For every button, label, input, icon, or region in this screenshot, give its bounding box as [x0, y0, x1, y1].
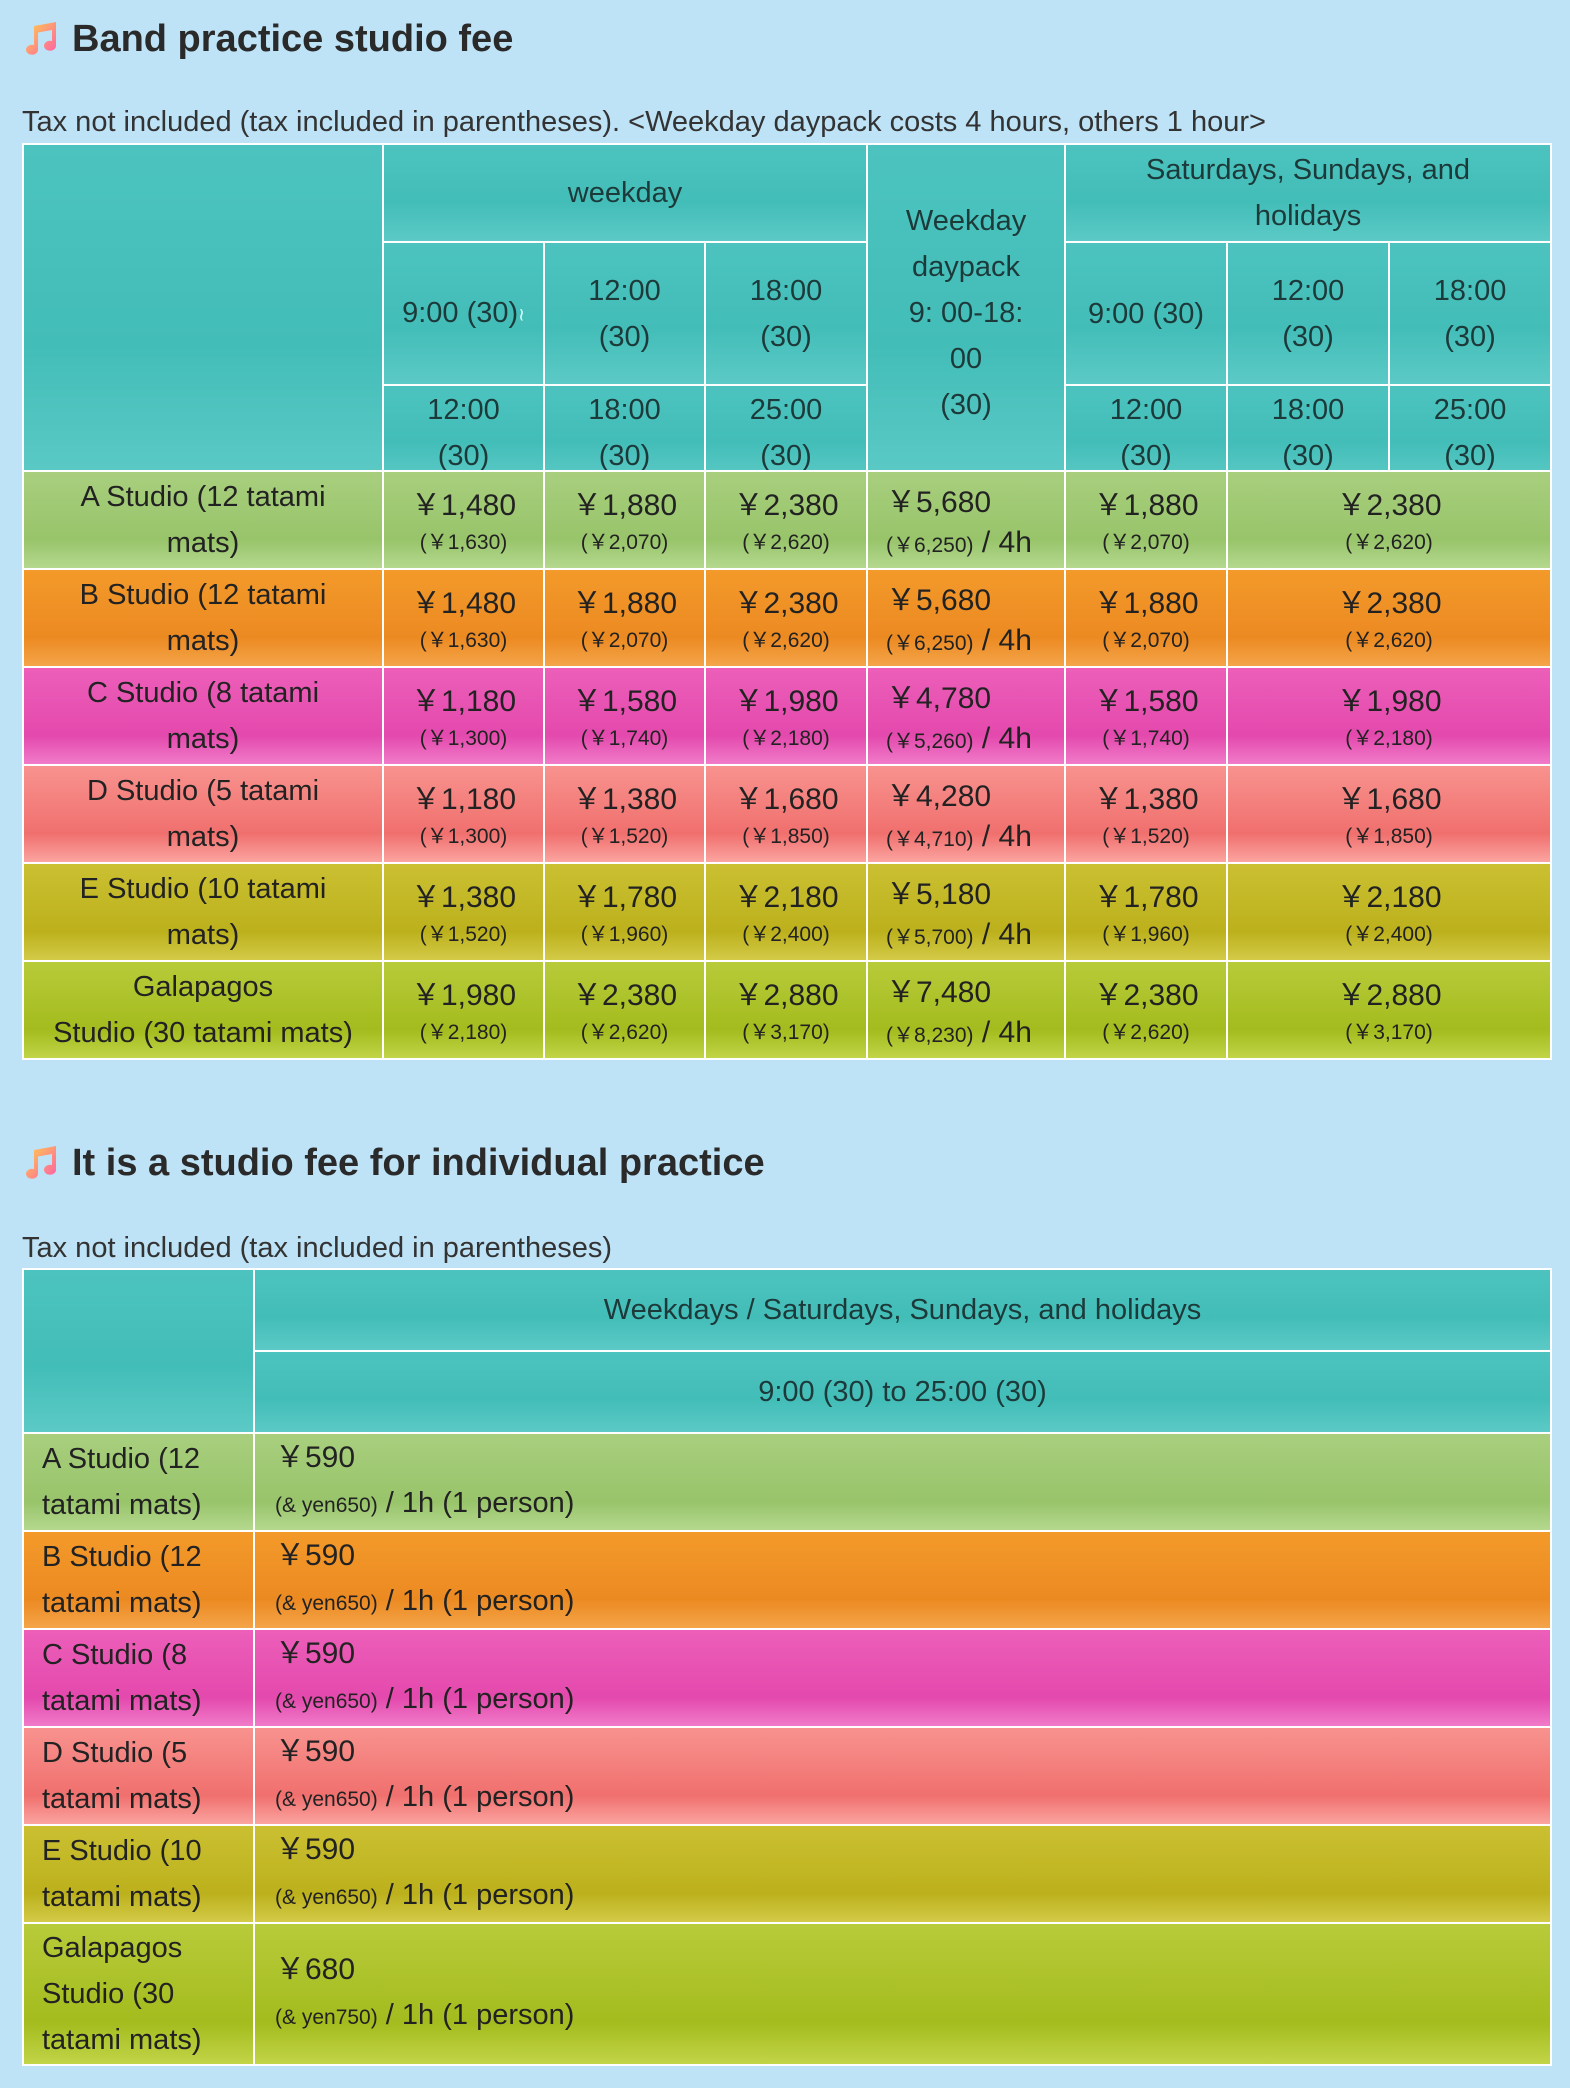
price-weekend-slot23: ￥2,380 (￥2,620)	[1226, 470, 1552, 570]
studio-name: Galapagos Studio (30 tatami mats)	[22, 1922, 255, 2066]
price-weekday-slot1: ￥1,480 (￥1,630)	[382, 568, 545, 668]
individual-header-empty	[22, 1268, 255, 1434]
header-weekday: weekday	[381, 143, 869, 243]
individual-price: ￥590 (& yen650) / 1h (1 person)	[253, 1726, 1552, 1826]
price-weekend-slot23: ￥1,680 (￥1,850)	[1226, 764, 1552, 864]
header-weekend-slot1: 9:00 (30)	[1064, 241, 1229, 386]
header-empty-cell	[22, 143, 384, 482]
studio-name: D Studio (5 tatami mats)	[22, 764, 384, 864]
studio-name: C Studio (8 tatami mats)	[22, 666, 384, 766]
individual-price: ￥590 (& yen650) / 1h (1 person)	[253, 1530, 1552, 1630]
individual-caption: Tax not included (tax included in parent…	[22, 1232, 613, 1264]
studio-name: B Studio (12 tatami mats)	[22, 568, 384, 668]
band-caption: Tax not included (tax included in parent…	[22, 106, 1266, 138]
price-weekday-slot1: ￥1,380 (￥1,520)	[382, 862, 545, 962]
individual-price: ￥590 (& yen650) / 1h (1 person)	[253, 1432, 1552, 1532]
price-weekday-slot1: ￥1,980 (￥2,180)	[382, 960, 545, 1060]
individual-price: ￥590 (& yen650) / 1h (1 person)	[253, 1628, 1552, 1728]
individual-price: ￥680 (& yen750) / 1h (1 person)	[253, 1922, 1552, 2066]
individual-price: ￥590 (& yen650) / 1h (1 person)	[253, 1824, 1552, 1924]
price-weekday-slot2: ￥1,780 (￥1,960)	[543, 862, 706, 962]
price-weekday-slot3: ￥1,680 (￥1,850)	[704, 764, 868, 864]
band-section-title: Band practice studio fee	[22, 18, 513, 61]
studio-name: E Studio (10 tatami mats)	[22, 862, 384, 962]
studio-name: B Studio (12 tatami mats)	[22, 1530, 255, 1630]
price-weekday-slot2: ￥2,380 (￥2,620)	[543, 960, 706, 1060]
price-weekday-slot3: ￥2,380 (￥2,620)	[704, 470, 868, 570]
price-weekday-slot1: ￥1,180 (￥1,300)	[382, 764, 545, 864]
price-weekend-slot1: ￥1,780 (￥1,960)	[1064, 862, 1228, 962]
header-weekday-slot3: 18:00 (30)	[703, 241, 869, 386]
band-fee-table: weekday Weekday daypack 9: 00-18: 00 (30…	[22, 143, 1553, 482]
individual-fee-table: Weekdays / Saturdays, Sundays, and holid…	[22, 1268, 1552, 2066]
price-daypack: ￥5,180 (￥5,700) / 4h	[866, 862, 1066, 962]
individual-row-a: A Studio (12 tatami mats) ￥590 (& yen650)…	[22, 1432, 1552, 1532]
price-daypack: ￥4,280 (￥4,710) / 4h	[866, 764, 1066, 864]
price-weekday-slot2: ￥1,880 (￥2,070)	[543, 470, 706, 570]
individual-row-c: C Studio (8 tatami mats) ￥590 (& yen650) …	[22, 1628, 1552, 1728]
price-weekday-slot3: ￥2,880 (￥3,170)	[704, 960, 868, 1060]
studio-name: Galapagos Studio (30 tatami mats)	[22, 960, 384, 1060]
studio-name: A Studio (12 tatami mats)	[22, 470, 384, 570]
price-weekend-slot1: ￥1,880 (￥2,070)	[1064, 470, 1228, 570]
header-weekend-slot2: 12:00 (30)	[1226, 241, 1391, 386]
header-weekday-slot1-end: 12:00 (30)	[382, 384, 545, 482]
individual-row-d: D Studio (5 tatami mats) ￥590 (& yen650) …	[22, 1726, 1552, 1826]
band-row-c: C Studio (8 tatami mats) ￥1,180 (￥1,300)…	[22, 666, 1552, 766]
individual-row-b: B Studio (12 tatami mats) ￥590 (& yen650)…	[22, 1530, 1552, 1630]
individual-row-galapagos: Galapagos Studio (30 tatami mats) ￥680 (& …	[22, 1922, 1552, 2066]
music-note-icon	[26, 21, 56, 55]
price-weekend-slot1: ￥1,380 (￥1,520)	[1064, 764, 1228, 864]
individual-section-title: It is a studio fee for individual practi…	[22, 1142, 765, 1185]
band-row-d: D Studio (5 tatami mats) ￥1,180 (￥1,300)…	[22, 764, 1552, 864]
header-weekday-slot2-end: 18:00 (30)	[543, 384, 706, 482]
price-weekend-slot23: ￥2,880 (￥3,170)	[1226, 960, 1552, 1060]
price-weekday-slot3: ￥2,380 (￥2,620)	[704, 568, 868, 668]
header-weekend-slot1-end: 12:00 (30)	[1064, 384, 1229, 482]
header-weekend-slot3-end: 25:00 (30)	[1388, 384, 1553, 482]
band-row-b: B Studio (12 tatami mats) ￥1,480 (￥1,630…	[22, 568, 1552, 668]
band-row-e: E Studio (10 tatami mats) ￥1,380 (￥1,520…	[22, 862, 1552, 962]
studio-name: E Studio (10 tatami mats)	[22, 1824, 255, 1924]
price-weekend-slot23: ￥1,980 (￥2,180)	[1226, 666, 1552, 766]
band-fee-body: A Studio (12 tatami mats) ￥1,480 (￥1,630…	[22, 470, 1552, 1060]
header-daypack: Weekday daypack 9: 00-18: 00 (30)	[866, 143, 1067, 482]
price-daypack: ￥4,780 (￥5,260) / 4h	[866, 666, 1066, 766]
header-weekend-slot3: 18:00 (30)	[1388, 241, 1553, 386]
price-weekend-slot1: ￥2,380 (￥2,620)	[1064, 960, 1228, 1060]
individual-row-e: E Studio (10 tatami mats) ￥590 (& yen650)…	[22, 1824, 1552, 1924]
price-daypack: ￥7,480 (￥8,230) / 4h	[866, 960, 1066, 1060]
header-weekend: Saturdays, Sundays, and holidays	[1064, 143, 1553, 243]
header-weekday-slot3-end: 25:00 (30)	[703, 384, 869, 482]
individual-header-hours: 9:00 (30) to 25:00 (30)	[253, 1350, 1552, 1434]
header-weekday-slot1: 9:00 (30)≀	[382, 241, 545, 386]
studio-name: A Studio (12 tatami mats)	[22, 1432, 255, 1532]
price-weekday-slot3: ￥1,980 (￥2,180)	[704, 666, 868, 766]
band-row-a: A Studio (12 tatami mats) ￥1,480 (￥1,630…	[22, 470, 1552, 570]
header-weekend-slot2-end: 18:00 (30)	[1226, 384, 1391, 482]
price-weekday-slot1: ￥1,180 (￥1,300)	[382, 666, 545, 766]
price-weekend-slot1: ￥1,880 (￥2,070)	[1064, 568, 1228, 668]
price-weekday-slot1: ￥1,480 (￥1,630)	[382, 470, 545, 570]
price-weekend-slot23: ￥2,380 (￥2,620)	[1226, 568, 1552, 668]
price-daypack: ￥5,680 (￥6,250) / 4h	[866, 568, 1066, 668]
studio-name: C Studio (8 tatami mats)	[22, 1628, 255, 1728]
band-row-galapagos: Galapagos Studio (30 tatami mats) ￥1,980…	[22, 960, 1552, 1060]
individual-title-text: It is a studio fee for individual practi…	[72, 1142, 765, 1184]
price-weekday-slot3: ￥2,180 (￥2,400)	[704, 862, 868, 962]
price-daypack: ￥5,680 (￥6,250) / 4h	[866, 470, 1066, 570]
studio-name: D Studio (5 tatami mats)	[22, 1726, 255, 1826]
individual-header-days: Weekdays / Saturdays, Sundays, and holid…	[253, 1268, 1552, 1352]
price-weekend-slot23: ￥2,180 (￥2,400)	[1226, 862, 1552, 962]
price-weekday-slot2: ￥1,380 (￥1,520)	[543, 764, 706, 864]
header-weekday-slot2: 12:00 (30)	[543, 241, 706, 386]
price-weekday-slot2: ￥1,880 (￥2,070)	[543, 568, 706, 668]
price-weekday-slot2: ￥1,580 (￥1,740)	[543, 666, 706, 766]
music-note-icon	[26, 1145, 56, 1179]
band-title-text: Band practice studio fee	[72, 18, 514, 60]
price-weekend-slot1: ￥1,580 (￥1,740)	[1064, 666, 1228, 766]
